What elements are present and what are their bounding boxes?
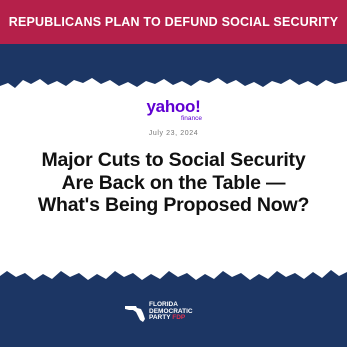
party-line-3: PARTY FDP (149, 315, 193, 322)
florida-democratic-party-logo: FLORIDA DEMOCRATIC PARTY FDP (124, 301, 193, 323)
finance-wordmark: finance (181, 115, 202, 122)
yahoo-wordmark: yahoo! (146, 97, 201, 116)
party-line-3-accent: FDP (172, 314, 186, 322)
article-date: July 23, 2024 (148, 130, 199, 137)
banner-text: REPUBLICANS PLAN TO DEFUND SOCIAL SECURI… (8, 15, 339, 29)
yahoo-finance-logo: yahoo! finance (0, 98, 347, 122)
headline: Major Cuts to Social Security Are Back o… (37, 149, 310, 216)
party-line-3-main: PARTY (149, 314, 171, 322)
party-line-2: DEMOCRATIC (149, 307, 193, 315)
party-wordmark: FLORIDA DEMOCRATIC PARTY FDP (149, 302, 193, 322)
party-line-1: FLORIDA (149, 301, 178, 309)
top-banner: REPUBLICANS PLAN TO DEFUND SOCIAL SECURI… (0, 0, 347, 44)
florida-state-icon (125, 306, 145, 322)
